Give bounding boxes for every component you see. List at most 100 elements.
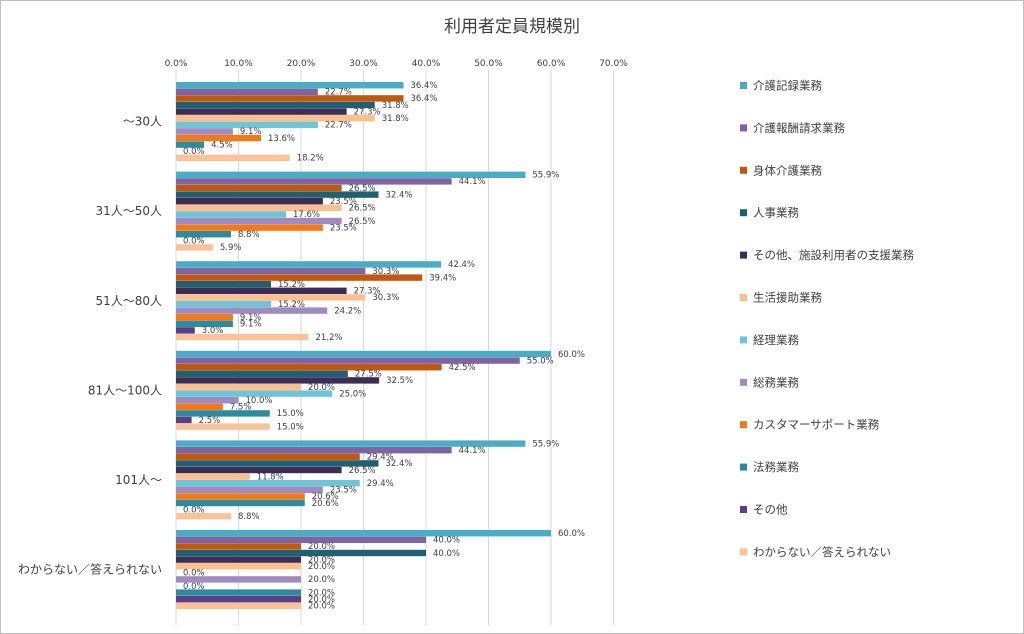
data-label: 24.2%: [334, 306, 361, 316]
bar: [176, 141, 205, 148]
bar: [176, 261, 441, 268]
data-label: 15.2%: [278, 280, 305, 290]
data-label: 8.8%: [238, 230, 260, 240]
bar: [176, 549, 426, 557]
legend-swatch: [740, 421, 747, 429]
bar: [176, 453, 360, 460]
bar: [176, 307, 328, 314]
bar: [176, 364, 442, 371]
data-label: 22.7%: [325, 121, 352, 131]
bar: [176, 513, 231, 520]
data-label: 3.0%: [202, 326, 224, 336]
data-label: 60.0%: [558, 529, 585, 539]
bar: [176, 447, 452, 454]
data-label: 39.4%: [429, 273, 456, 283]
bar: [176, 473, 250, 480]
data-label: 15.2%: [278, 300, 305, 310]
data-label: 15.0%: [277, 422, 304, 432]
bar: [176, 171, 526, 178]
data-label: 31.8%: [382, 114, 409, 124]
data-label: 26.5%: [349, 217, 376, 227]
data-label: 20.0%: [308, 588, 335, 598]
data-label: 23.5%: [330, 223, 357, 233]
x-tick-label: 30.0%: [349, 59, 378, 69]
data-label: 20.0%: [308, 555, 335, 565]
data-label: 0.0%: [183, 237, 205, 247]
x-tick-label: 10.0%: [224, 59, 253, 69]
bar: [176, 333, 309, 341]
data-label: 20.0%: [308, 602, 335, 612]
legend-swatch: [740, 506, 747, 513]
bar: [176, 121, 318, 128]
bar: [176, 108, 347, 115]
data-label: 36.4%: [411, 94, 438, 104]
legend-swatch: [740, 548, 747, 556]
legend-label: 総務業務: [753, 375, 799, 389]
data-labels: 36.4%22.7%36.4%31.8%27.3%31.8%22.7%9.1%1…: [183, 81, 585, 612]
bar: [176, 320, 233, 327]
bar: [176, 115, 375, 122]
data-label: 13.6%: [268, 134, 295, 144]
data-label: 23.5%: [330, 197, 357, 207]
bar: [176, 383, 301, 391]
bar: [176, 543, 301, 550]
legend-swatch: [740, 336, 747, 344]
data-label: 11.8%: [257, 472, 284, 482]
data-label: 27.3%: [354, 107, 381, 117]
data-label: 2.5%: [199, 416, 221, 426]
x-tick-label: 70.0%: [599, 59, 628, 69]
category-label: 81人～100人: [88, 383, 162, 397]
bar: [176, 267, 366, 275]
bar: [176, 224, 323, 231]
legend-swatch: [740, 124, 747, 132]
bar: [176, 602, 301, 609]
data-label: 5.9%: [220, 243, 242, 253]
data-label: 22.7%: [325, 88, 352, 98]
legend-label: カスタマーサポート業務: [753, 418, 880, 432]
bar: [176, 530, 551, 537]
data-label: 20.6%: [312, 499, 339, 509]
data-label: 9.1%: [240, 313, 262, 323]
bar: [176, 563, 301, 570]
data-label: 36.4%: [411, 81, 438, 91]
bar: [176, 397, 239, 404]
bar: [176, 184, 342, 192]
data-label: 25.0%: [339, 389, 366, 399]
data-label: 10.0%: [246, 396, 273, 406]
bars: [176, 82, 551, 609]
data-label: 20.0%: [308, 575, 335, 585]
bar: [176, 499, 305, 507]
data-label: 17.6%: [293, 210, 320, 220]
data-label: 26.5%: [349, 466, 376, 476]
data-label: 21.2%: [316, 333, 343, 343]
x-tick-label: 0.0%: [165, 59, 188, 69]
data-label: 20.6%: [312, 492, 339, 502]
legend-label: 生活援助業務: [753, 291, 822, 305]
bar: [176, 198, 323, 205]
bar: [176, 217, 342, 225]
bar: [176, 377, 380, 384]
x-tick-label: 50.0%: [474, 59, 503, 69]
legend-label: 身体介護業務: [753, 163, 822, 177]
x-axis-ticks: 0.0% 10.0% 20.0% 30.0% 40.0% 50.0% 60.0% 70.0%: [165, 59, 629, 69]
bar: [176, 101, 375, 109]
legend-swatch: [740, 463, 747, 471]
bar: [176, 287, 347, 294]
legend-swatch: [740, 209, 747, 217]
data-label: 29.4%: [367, 479, 394, 489]
bar: [176, 536, 426, 543]
bar: [176, 480, 360, 487]
data-label: 42.5%: [449, 363, 476, 373]
category-label: 31人～50人: [95, 204, 162, 218]
data-label: 0.0%: [183, 582, 205, 592]
data-label: 8.8%: [238, 512, 260, 522]
bar: [176, 357, 520, 364]
data-label: 32.4%: [386, 190, 413, 200]
legend-label: わからない／答えられない: [753, 545, 891, 559]
category-label: 101人～: [115, 473, 162, 487]
bar: [176, 440, 526, 447]
data-label: 26.5%: [349, 204, 376, 214]
bar: [176, 370, 348, 377]
data-label: 40.0%: [433, 536, 460, 546]
